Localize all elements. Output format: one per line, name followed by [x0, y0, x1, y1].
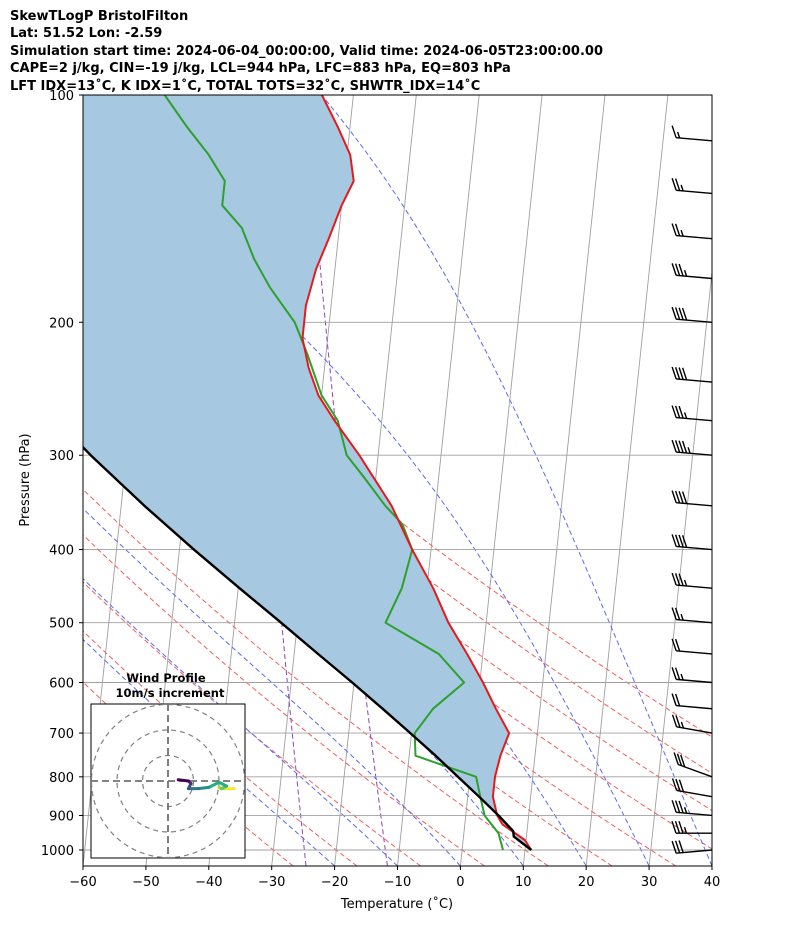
wind-barb [671, 667, 713, 684]
cape-cin-line: CAPE=2 j/kg, CIN=-19 j/kg, LCL=944 hPa, … [10, 61, 511, 77]
x-tick-label: 20 [578, 875, 595, 890]
wind-barb [671, 607, 713, 624]
x-tick-label: −60 [69, 875, 96, 890]
hodograph-segment [176, 778, 190, 783]
moist-adiabat-line [83, 507, 461, 866]
wind-barb [671, 693, 713, 710]
wind-barb [671, 306, 713, 323]
x-tick-label: −40 [195, 875, 222, 890]
chart-header: SkewTLogP BristolFilton Lat: 51.52 Lon: … [10, 8, 603, 95]
x-tick-label: −20 [321, 875, 348, 890]
y-tick-label: 700 [49, 727, 74, 742]
dry-adiabat-line [83, 630, 358, 866]
moist-adiabat-line [83, 638, 335, 866]
wind-barb [671, 263, 713, 280]
isotherm-line [522, 95, 606, 866]
x-tick-label: −50 [132, 875, 159, 890]
x-tick-label: 30 [641, 875, 658, 890]
isotherm-line [585, 95, 669, 866]
wind-barb [671, 840, 713, 854]
wind-barb [671, 439, 713, 456]
wind-barb [671, 638, 713, 655]
hodograph-inset: Wind Profile 10m/s increment [90, 671, 246, 859]
x-tick-label: 40 [704, 875, 721, 890]
chart-title: SkewTLogP BristolFilton [10, 9, 189, 24]
y-tick-label: 900 [49, 809, 74, 824]
y-tick-label: 300 [49, 449, 74, 464]
wind-barb [671, 125, 713, 142]
y-tick-label: 100 [49, 89, 74, 104]
moist-adiabat-line [83, 120, 650, 866]
dry-adiabat-line [83, 488, 549, 866]
parcel-path-line [83, 445, 533, 851]
y-axis-label: Pressure (hPa) [18, 433, 33, 526]
wind-barb [671, 490, 713, 507]
dewpoint-line [163, 95, 504, 851]
y-tick-label: 200 [49, 316, 74, 331]
wind-barb [671, 366, 713, 383]
wind-barb [671, 800, 713, 817]
moist-adiabat-line [321, 95, 712, 866]
x-tick-label: −10 [384, 875, 411, 890]
wind-barb [671, 534, 713, 551]
stability-indices-line: LFT IDX=13˚C, K IDX=1˚C, TOTAL TOTS=32˚C… [10, 78, 481, 94]
dry-adiabat-line [83, 581, 421, 866]
x-tick-label: 10 [515, 875, 532, 890]
wind-barb [671, 572, 713, 589]
x-tick-label: −30 [258, 875, 285, 890]
location-line: Lat: 51.52 Lon: -2.59 [10, 26, 163, 42]
isotherm-line [397, 95, 480, 866]
moist-adiabat-line [83, 419, 524, 866]
y-tick-label: 500 [49, 617, 74, 632]
y-tick-label: 600 [49, 677, 74, 692]
isotherm-line [648, 268, 712, 866]
hodograph-title: Wind Profile [126, 671, 206, 685]
cape-shading [83, 95, 532, 850]
x-axis-label: Temperature (˚C) [340, 896, 453, 912]
wind-barb [671, 178, 713, 195]
hodograph-ring [91, 704, 245, 858]
wind-barb [671, 405, 713, 422]
y-tick-label: 400 [49, 544, 74, 559]
dry-adiabat-line [83, 282, 712, 774]
y-tick-label: 800 [49, 771, 74, 786]
wind-barb [671, 714, 713, 734]
hodograph-segment [207, 780, 221, 789]
wind-barb [671, 778, 713, 798]
dry-adiabat-line [83, 534, 485, 866]
simulation-time-line: Simulation start time: 2024-06-04_00:00:… [10, 43, 603, 59]
temperature-line [301, 95, 533, 851]
wind-barb [671, 820, 712, 834]
wind-barb [673, 752, 713, 778]
isotherm-line [711, 861, 712, 866]
x-tick-label: 0 [456, 875, 464, 890]
wind-barb [671, 223, 713, 240]
y-tick-label: 1000 [41, 844, 74, 859]
dry-adiabat-line [83, 321, 712, 812]
hodograph-subtitle: 10m/s increment [116, 686, 225, 700]
hodograph-segment [197, 785, 211, 791]
